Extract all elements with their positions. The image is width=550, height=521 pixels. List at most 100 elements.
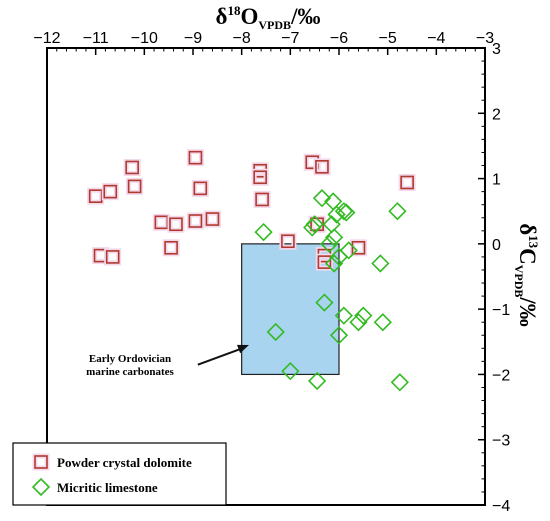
data-point (186, 149, 204, 167)
diamond-marker (281, 362, 300, 381)
x-tick-label: −7 (281, 30, 299, 47)
marker-halo (186, 212, 204, 230)
data-point (279, 232, 297, 250)
diamond-marker (349, 313, 368, 332)
y-tick-label: 1 (492, 172, 501, 189)
y-tick-label: −4 (492, 498, 510, 515)
y-tick-label: 3 (492, 41, 501, 58)
x-tick-label: −5 (379, 30, 397, 47)
plot-frame (46, 47, 486, 506)
data-point (104, 248, 122, 266)
data-point (337, 203, 356, 222)
square-marker (154, 215, 169, 230)
square-marker (88, 189, 103, 203)
data-point (349, 313, 368, 332)
square-marker (127, 179, 142, 194)
x-tick-label: −4 (427, 30, 445, 47)
x-tick-label: −6 (330, 30, 348, 47)
diamond-marker (371, 254, 390, 273)
data-point (373, 313, 392, 332)
annotation-text-line: marine carbonates (86, 366, 174, 378)
marker-halo (191, 179, 209, 197)
x-tick-label: −3 (476, 30, 494, 47)
marker-halo (279, 232, 297, 250)
diamond-marker (354, 306, 373, 325)
legend-label: Micritic limestone (57, 480, 158, 495)
x-tick-label: −10 (131, 30, 158, 47)
marker-halo (126, 177, 144, 195)
square-marker (164, 240, 178, 255)
legend-box (12, 442, 227, 506)
diamond-marker (303, 218, 322, 237)
marker-halo (313, 158, 331, 176)
square-marker (193, 181, 208, 196)
data-point (313, 158, 331, 176)
marker-halo (152, 213, 170, 231)
square-marker (125, 160, 139, 175)
data-point (266, 322, 285, 342)
data-point (307, 371, 327, 391)
series-micritic-limestone (254, 189, 409, 392)
square-marker (169, 217, 183, 232)
diamond-marker (388, 202, 407, 221)
square-marker (253, 170, 267, 185)
diamond-marker (31, 477, 51, 497)
diamond-marker (254, 222, 273, 242)
data-point (123, 158, 141, 176)
diamond-marker (307, 371, 327, 391)
x-tick-label: −9 (184, 30, 202, 47)
y-axis-title: δ13CVPDB/‰ (512, 223, 541, 327)
square-marker (103, 184, 118, 199)
square-marker (400, 175, 414, 190)
y-tick-label: −3 (492, 433, 510, 450)
data-point (334, 306, 353, 325)
plot-border (46, 47, 486, 506)
data-point (315, 253, 333, 271)
data-point (167, 215, 185, 233)
x-tick-label: −8 (233, 30, 251, 47)
data-point (87, 187, 105, 205)
data-point (325, 228, 344, 247)
marker-halo (162, 239, 180, 257)
data-point (203, 210, 221, 228)
data-point (320, 234, 339, 253)
diamond-marker (327, 205, 346, 224)
square-marker (34, 455, 48, 469)
y-tick-label: 2 (492, 106, 501, 123)
y-tick-label: −2 (492, 367, 510, 384)
square-marker (255, 192, 269, 207)
diamond-marker (339, 241, 358, 260)
x-axis-title: δ18OVPDB/‰ (216, 3, 321, 32)
square-marker (315, 160, 329, 174)
data-point (251, 168, 269, 186)
x-tick-label: −12 (33, 30, 60, 47)
data-point (186, 212, 204, 230)
data-point (312, 189, 332, 208)
data-series (87, 149, 416, 392)
data-point (329, 326, 349, 345)
data-point (398, 173, 416, 191)
annotation-arrow-line (197, 347, 244, 366)
data-point (162, 239, 180, 257)
marker-halo (87, 187, 105, 205)
marker-halo (167, 215, 185, 233)
y-tick-label: 0 (492, 237, 501, 254)
legend: Powder crystal dolomite Micritic limeston… (12, 442, 227, 506)
data-point (354, 306, 373, 325)
diamond-marker (373, 313, 392, 332)
square-marker (105, 250, 120, 264)
data-point (390, 373, 409, 392)
marker-halo (253, 190, 271, 208)
data-point (349, 239, 367, 257)
data-point (253, 190, 271, 208)
marker-halo (123, 158, 141, 176)
data-point (281, 362, 300, 381)
diamond-marker (390, 373, 409, 392)
data-point (327, 205, 346, 224)
data-point (303, 218, 322, 237)
square-marker (188, 214, 203, 228)
legend-marker (32, 453, 50, 471)
square-marker (205, 212, 220, 226)
diamond-marker (325, 254, 344, 273)
